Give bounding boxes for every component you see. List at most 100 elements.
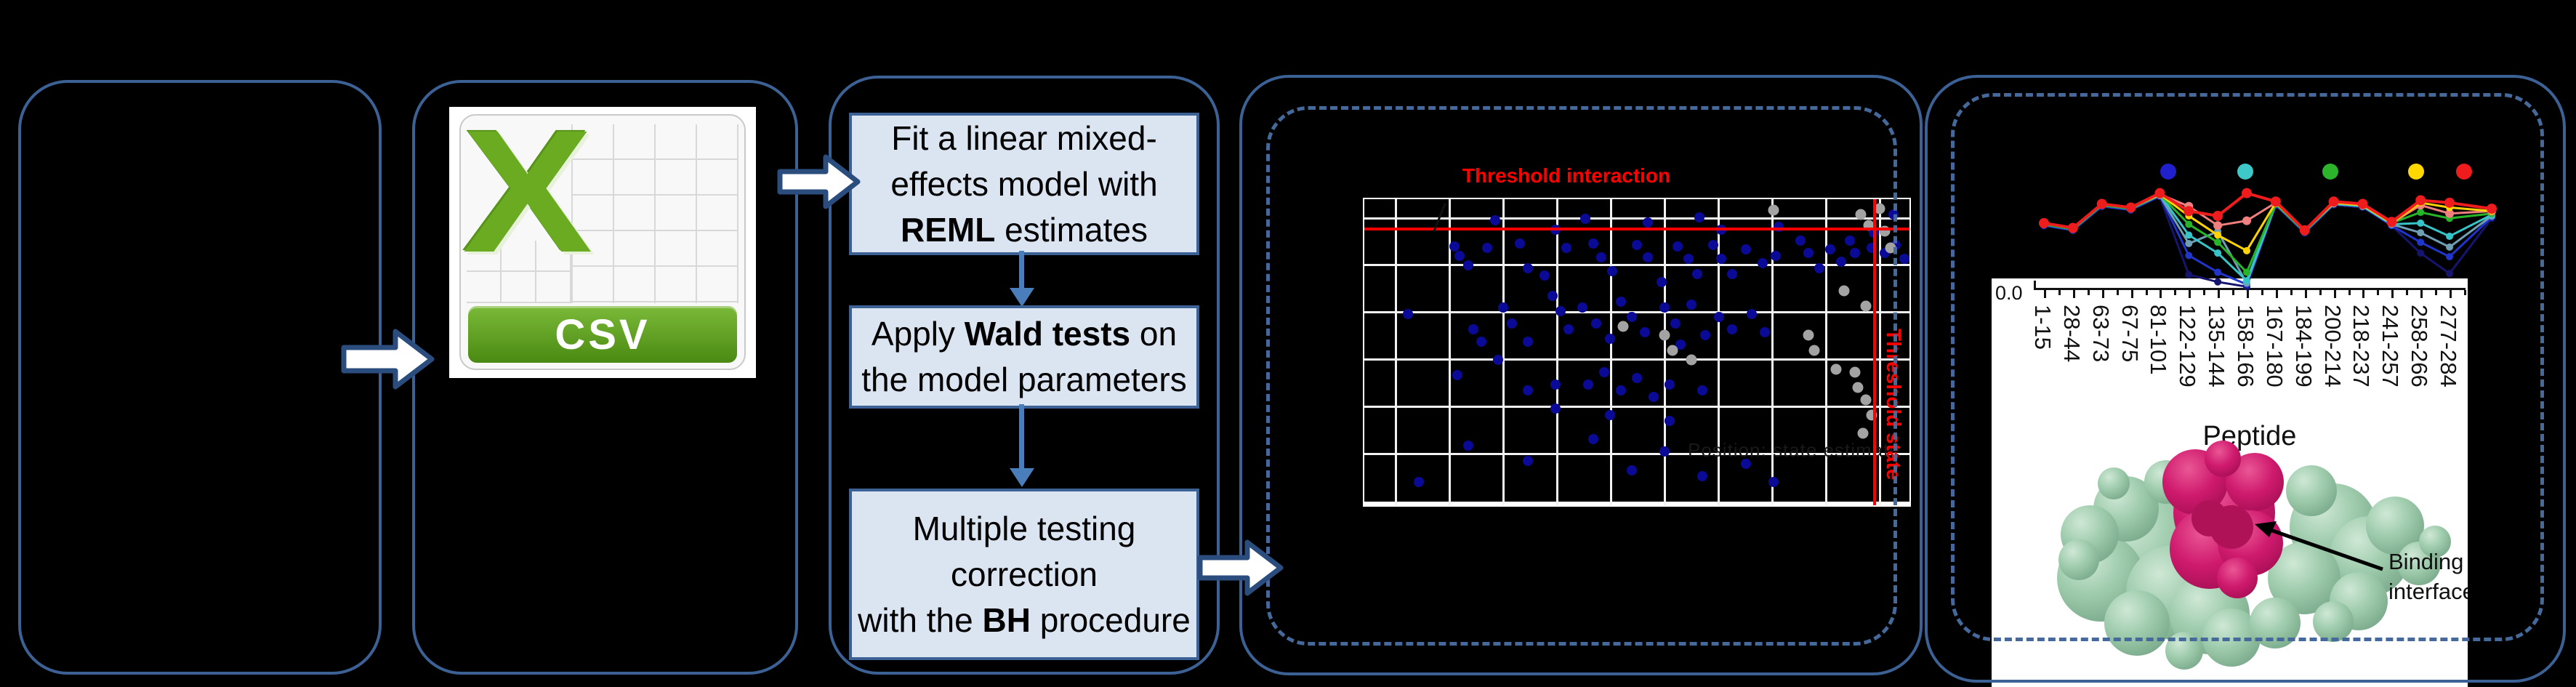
- scatter-point-blue: [1452, 370, 1462, 381]
- flow-box-line: with the BH procedure: [858, 600, 1191, 639]
- scatter-point-blue: [1648, 391, 1659, 402]
- threshold-interaction-label: Threshold interaction: [1462, 164, 1671, 187]
- x-minor-tick: [2145, 290, 2148, 295]
- protein-magenta-peptide: [2162, 441, 2284, 598]
- chart-point: [2417, 209, 2425, 217]
- faint-axis-label: Position: state estimate: [1688, 439, 1901, 461]
- gridline-v: [1448, 199, 1451, 505]
- chart-point: [2185, 220, 2193, 228]
- scatter-point-gray: [1617, 321, 1629, 332]
- scatter-point-blue: [1523, 455, 1533, 466]
- chart-point: [2125, 202, 2136, 213]
- legend-dot: [2456, 164, 2472, 180]
- chart-point: [2417, 229, 2425, 237]
- scatter-point-blue: [1795, 235, 1806, 246]
- scatter-point-gray: [1803, 329, 1814, 341]
- scatter-point-blue: [1626, 312, 1637, 323]
- panel-5: [1925, 75, 2566, 683]
- down-arrow-head-icon: [1010, 288, 1034, 307]
- chart-point: [2213, 211, 2223, 221]
- scatter-point-gray: [1885, 242, 1896, 254]
- csv-grid-lower: [467, 241, 571, 303]
- legend-dot: [2322, 164, 2338, 180]
- gridline-v: [1717, 199, 1720, 505]
- scatter-point-blue: [1716, 254, 1727, 265]
- scatter-point-blue: [1403, 308, 1413, 319]
- x-tick: [2333, 290, 2336, 298]
- scatter-point-blue: [1462, 440, 1473, 451]
- scatter-point-blue: [1590, 318, 1601, 329]
- chart-point: [2270, 196, 2281, 207]
- scatter-point-blue: [1643, 217, 1653, 228]
- x-tick: [2304, 290, 2307, 298]
- panel-3: [829, 76, 1220, 675]
- scatter-point-blue: [1599, 366, 1609, 377]
- x-minor-tick: [2290, 290, 2293, 295]
- csv-banner-label: CSV: [555, 310, 651, 358]
- x-tick: [2072, 290, 2075, 298]
- scatter-point-blue: [1604, 409, 1615, 420]
- scatter-point-blue: [1449, 241, 1460, 252]
- flow-box-line: effects model with: [890, 164, 1158, 203]
- chart-point: [2154, 188, 2165, 198]
- scatter-point-blue: [1604, 333, 1615, 344]
- scatter-point-blue: [1697, 385, 1707, 396]
- x-tick: [2420, 290, 2423, 298]
- chart-point: [2417, 219, 2425, 227]
- flow-box-line: Multiple testing: [912, 509, 1136, 547]
- scatter-point-blue: [1727, 324, 1738, 334]
- chart-point: [2185, 231, 2193, 239]
- scatter-point-blue: [1640, 327, 1651, 338]
- x-minor-tick: [2087, 290, 2090, 295]
- gridline-h: [1364, 310, 1909, 313]
- scatter-point-blue: [1490, 215, 1500, 226]
- flow-box-line: Fit a linear mixed-: [891, 118, 1157, 157]
- gridline-v: [1663, 199, 1666, 505]
- chart-point: [2213, 221, 2223, 230]
- panel-2: [412, 80, 798, 675]
- x-minor-tick: [2435, 290, 2438, 295]
- scatter-point-blue: [1708, 240, 1718, 251]
- scatter-point-gray: [1830, 363, 1842, 375]
- binding-interface-label: Binding: [2388, 549, 2464, 574]
- flow-box-bh: Multiple testing correction with the BH …: [849, 489, 1199, 660]
- scatter-point-blue: [1850, 247, 1860, 258]
- scatter-point-blue: [1691, 269, 1702, 280]
- scatter-point-blue: [1626, 465, 1637, 475]
- chart-point: [2243, 246, 2251, 254]
- chart-point: [2386, 217, 2397, 228]
- chart-point: [2243, 277, 2251, 285]
- scatter-point-blue: [1686, 300, 1696, 310]
- scatter-point-blue: [1713, 312, 1724, 323]
- x-tick: [2218, 290, 2221, 298]
- scatter-point-blue: [1547, 290, 1558, 301]
- scatter-point-blue: [1825, 244, 1836, 255]
- chart-point: [2446, 270, 2454, 278]
- scatter-point-blue: [1632, 373, 1642, 384]
- scatter-point-blue: [1727, 269, 1738, 280]
- scatter-point-blue: [1588, 434, 1598, 445]
- scatter-point-gray: [1659, 329, 1670, 341]
- x-minor-tick: [2348, 290, 2351, 295]
- chart-point: [2214, 231, 2222, 239]
- scatter-point-blue: [1632, 240, 1642, 251]
- flow-box-wald: Apply Wald tests on the model parameters: [849, 305, 1199, 409]
- scatter-point-blue: [1523, 262, 1533, 273]
- down-arrow-icon: [1019, 404, 1024, 470]
- scatter-point-blue: [1577, 302, 1587, 313]
- x-tick: [2362, 290, 2365, 298]
- gridline-h: [1364, 358, 1909, 361]
- scatter-point-blue: [1656, 276, 1667, 287]
- scatter-point-blue: [1523, 336, 1533, 347]
- x-minor-tick: [2377, 290, 2380, 295]
- chart-point: [2417, 238, 2425, 246]
- gridline-v: [1394, 199, 1397, 505]
- scatter-point-gray: [1667, 345, 1678, 356]
- chart-point: [2185, 252, 2193, 260]
- chart-point: [2183, 206, 2194, 217]
- panel-5-dashed-border: [1951, 93, 2544, 641]
- plot-bottom-axis: [1364, 502, 1909, 505]
- scatter-point-blue: [1481, 243, 1492, 254]
- scatter-point-gray: [1857, 427, 1869, 439]
